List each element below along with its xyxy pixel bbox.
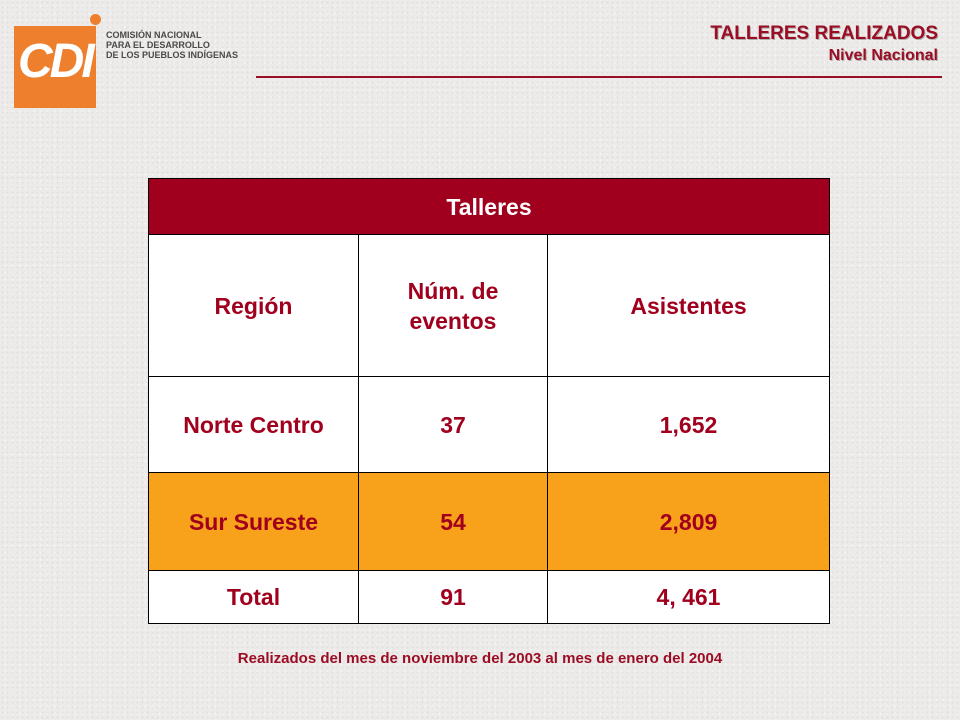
header-divider [256,76,942,78]
cell-eventos: 54 [358,472,548,571]
logo-text: COMISIÓN NACIONAL PARA EL DESARROLLO DE … [106,30,238,60]
table-header-row: Región Núm. de eventos Asistentes [148,234,831,377]
cell-asistentes: 2,809 [546,472,831,571]
page-header: TALLERES REALIZADOS Nivel Nacional [710,22,938,66]
cell-region: Norte Centro [148,376,359,473]
cell-eventos: 37 [358,376,548,473]
cell-total-label: Total [148,570,359,624]
logo-block: CDI [14,26,96,108]
talleres-table: Talleres Región Núm. de eventos Asistent… [147,178,831,624]
table-row: Norte Centro 37 1,652 [148,376,831,473]
cell-total-asistentes: 4, 461 [546,570,831,624]
table-title-row: Talleres [147,178,831,235]
table-title: Talleres [147,178,831,235]
cdi-logo: CDI COMISIÓN NACIONAL PARA EL DESARROLLO… [14,14,238,110]
cell-region: Sur Sureste [148,472,359,571]
logo-text-line2: PARA EL DESARROLLO [106,40,210,50]
cell-total-eventos: 91 [358,570,548,624]
logo-text-line1: COMISIÓN NACIONAL [106,30,202,40]
column-header-region: Región [148,234,359,377]
table-row-highlighted: Sur Sureste 54 2,809 [148,472,831,571]
table-total-row: Total 91 4, 461 [148,570,831,624]
footnote: Realizados del mes de noviembre del 2003… [237,650,723,667]
logo-text-line3: DE LOS PUEBLOS INDÍGENAS [106,50,239,60]
column-header-asistentes: Asistentes [546,234,831,377]
column-header-eventos: Núm. de eventos [358,234,548,377]
page-title: TALLERES REALIZADOS [710,23,938,44]
cell-asistentes: 1,652 [546,376,831,473]
page-subtitle: Nivel Nacional [828,47,938,64]
logo-dot [90,14,101,25]
logo-letters: CDI [18,35,95,88]
